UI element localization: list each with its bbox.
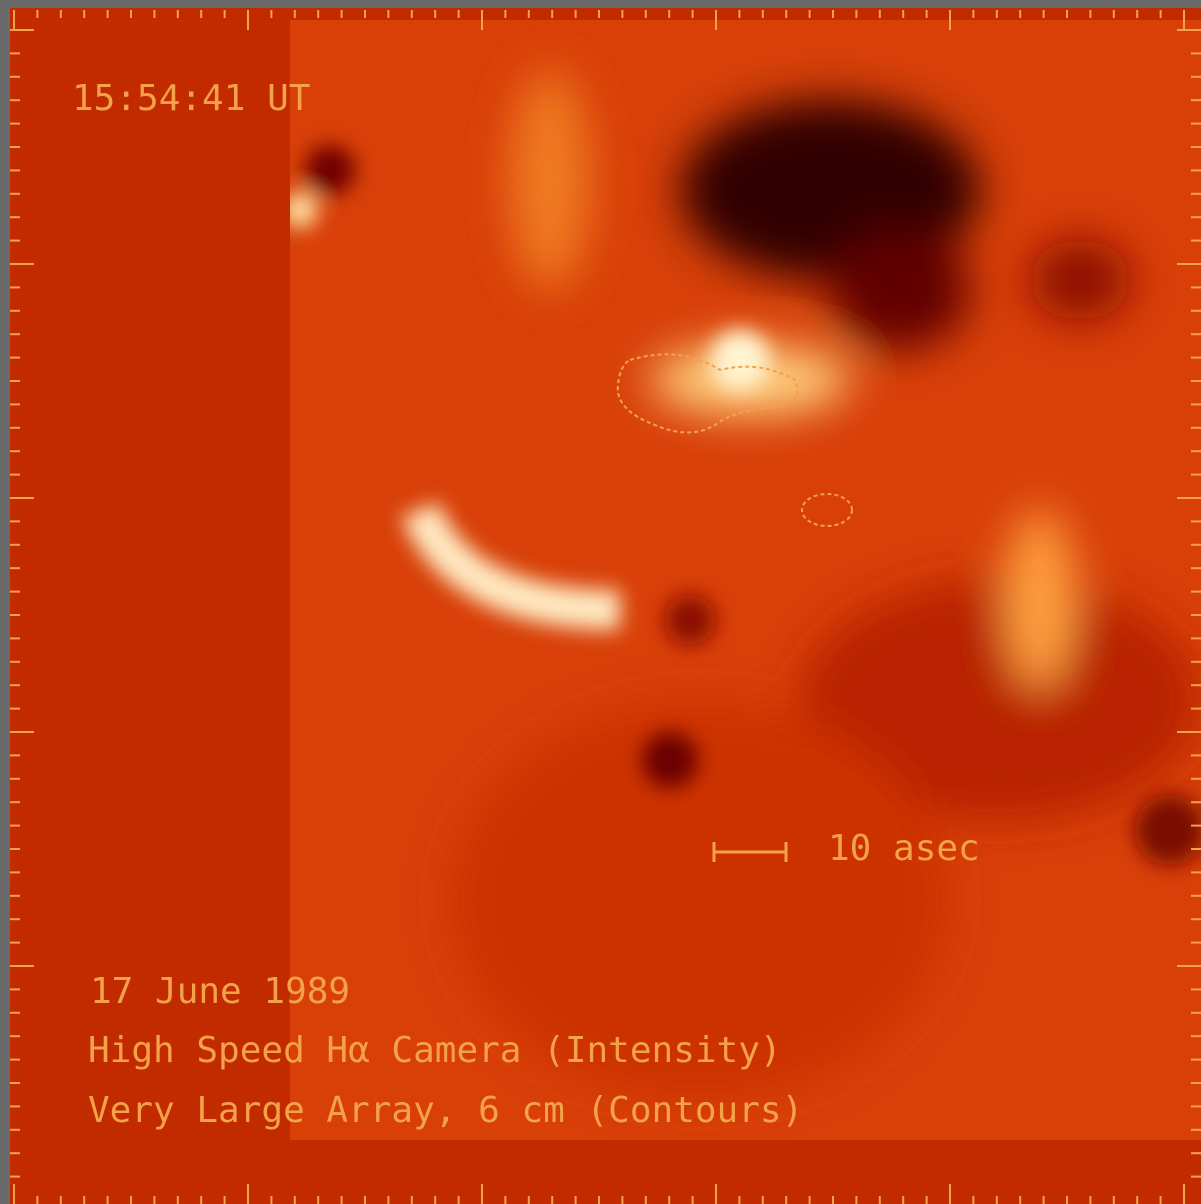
solar-image: 15:54:41 UT 10 asec 17 June 1989 High Sp… xyxy=(0,0,1201,1204)
intensity-map xyxy=(282,20,1201,1140)
bright-spot xyxy=(710,330,770,390)
scale-label: 10 asec xyxy=(828,828,980,869)
dark-spot xyxy=(642,732,698,788)
bright-region xyxy=(1005,510,1075,690)
dark-region xyxy=(1030,240,1130,320)
contour-label: Very Large Array, 6 cm (Contours) xyxy=(88,1090,803,1131)
time-label: 15:54:41 UT xyxy=(72,78,310,119)
dark-region xyxy=(830,230,970,350)
instrument-label: High Speed Hα Camera (Intensity) xyxy=(88,1030,782,1071)
bright-region xyxy=(510,70,590,290)
date-label: 17 June 1989 xyxy=(90,971,350,1012)
dark-spot xyxy=(305,145,355,195)
bottom-strip xyxy=(290,1140,1201,1200)
dark-spot xyxy=(665,595,715,645)
